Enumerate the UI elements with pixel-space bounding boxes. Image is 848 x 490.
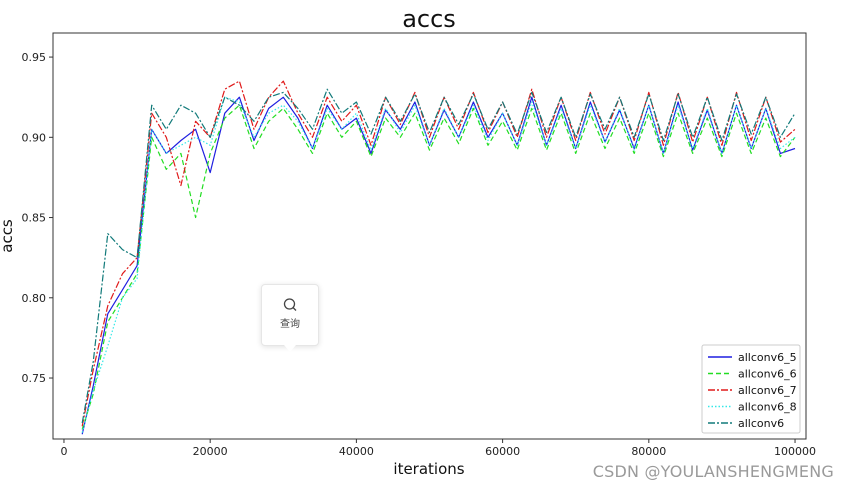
plot-frame — [52, 32, 807, 440]
y-axis: 0.75 0.80 0.85 0.90 0.95 — [22, 51, 53, 385]
search-popup-label: 查询 — [280, 319, 300, 330]
x-tick-label: 100000 — [774, 445, 816, 458]
series-line-allconv6_6 — [81, 104, 796, 430]
legend-label: allconv6_6 — [738, 368, 797, 381]
legend-label: allconv6_8 — [738, 401, 797, 414]
x-tick-label: 40000 — [339, 445, 374, 458]
x-tick-label: 0 — [60, 445, 67, 458]
series-layer — [81, 80, 796, 435]
legend-label: allconv6_5 — [738, 351, 797, 364]
series-line-allconv6 — [81, 88, 796, 424]
search-popup[interactable]: 查询 — [261, 284, 319, 352]
search-icon — [283, 298, 297, 311]
y-axis-label: accs — [0, 219, 16, 253]
chart-title: accs — [402, 5, 456, 33]
y-tick-label: 0.90 — [22, 131, 47, 144]
y-tick-label: 0.95 — [22, 51, 47, 64]
legend: allconv6_5 allconv6_6 allconv6_7 allconv6_8… — [701, 344, 801, 434]
x-axis: 0 20000 40000 60000 80000 100000 — [60, 439, 816, 458]
legend-box — [701, 344, 801, 434]
series-line-allconv6_7 — [81, 80, 796, 427]
watermark: CSDN @YOULANSHENGMENG — [592, 462, 834, 481]
legend-label: allconv6 — [738, 417, 784, 430]
x-tick-label: 80000 — [631, 445, 666, 458]
x-tick-label: 20000 — [193, 445, 228, 458]
y-tick-label: 0.80 — [22, 292, 47, 305]
legend-label: allconv6_7 — [738, 384, 797, 397]
x-axis-label: iterations — [393, 460, 464, 478]
y-tick-label: 0.85 — [22, 212, 47, 225]
series-line-allconv6_8 — [81, 96, 796, 433]
y-tick-label: 0.75 — [22, 372, 47, 385]
x-tick-label: 60000 — [485, 445, 520, 458]
